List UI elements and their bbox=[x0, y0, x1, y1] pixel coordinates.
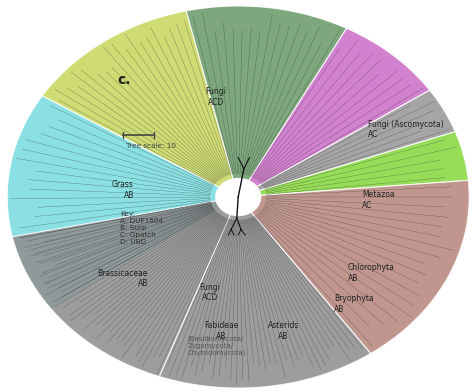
Text: Metazoa
AC: Metazoa AC bbox=[362, 190, 395, 210]
Polygon shape bbox=[259, 132, 468, 195]
Text: (Basidiomycota/
Zygomycota/
Chytridomycota): (Basidiomycota/ Zygomycota/ Chytridomyco… bbox=[188, 335, 246, 356]
Text: Brassicaceae
AB: Brassicaceae AB bbox=[98, 269, 148, 289]
Text: Asterids
AB: Asterids AB bbox=[268, 321, 299, 341]
Polygon shape bbox=[257, 90, 455, 191]
Polygon shape bbox=[249, 28, 430, 187]
Text: Fungi
ACD: Fungi ACD bbox=[200, 283, 220, 303]
Text: Bryophyta
AB: Bryophyta AB bbox=[334, 294, 374, 314]
Text: Chlorophyta
AB: Chlorophyta AB bbox=[348, 263, 395, 283]
Text: Tree scale: 10: Tree scale: 10 bbox=[126, 143, 175, 149]
Text: Fabideae
AB: Fabideae AB bbox=[204, 321, 238, 341]
Polygon shape bbox=[159, 212, 371, 388]
Polygon shape bbox=[42, 11, 233, 187]
Text: c.: c. bbox=[117, 73, 130, 87]
Polygon shape bbox=[12, 201, 230, 376]
Polygon shape bbox=[7, 96, 220, 309]
Text: Fungi
ACD: Fungi ACD bbox=[205, 87, 226, 107]
Polygon shape bbox=[251, 180, 469, 354]
Text: Fungi (Ascomycota)
AC: Fungi (Ascomycota) AC bbox=[368, 120, 444, 139]
Text: Grass
AB: Grass AB bbox=[112, 180, 134, 200]
Text: Key:
A: DUF1604
B: Surp
C: Gpatch
D: UBD: Key: A: DUF1604 B: Surp C: Gpatch D: UBD bbox=[120, 211, 163, 245]
Polygon shape bbox=[186, 6, 346, 181]
